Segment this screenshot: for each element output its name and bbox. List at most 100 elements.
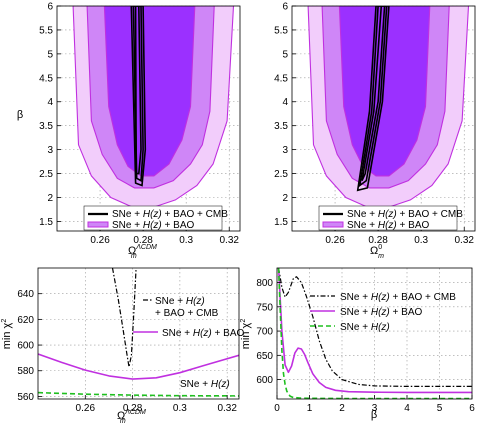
series-line xyxy=(277,268,472,394)
legend-item-cmb-p4: SNe + H(z) + BAO + CMB xyxy=(340,292,456,303)
x-tick-label: 0.26 xyxy=(90,235,110,246)
y-tick-label: 4.5 xyxy=(39,73,53,84)
legend-item-cmb-p1: SNe + H(z) + BAO + CMB xyxy=(112,209,228,220)
axes-frame-p2 xyxy=(291,5,476,232)
curves-p3 xyxy=(38,268,239,397)
y-tick-label: 650 xyxy=(256,351,273,362)
contour-cmb-1sigma xyxy=(361,6,386,182)
legend-item-bao-p2: SNe + H(z) + BAO xyxy=(347,220,429,231)
legend-swatch-bao-p2 xyxy=(322,221,344,228)
x-tick-label: 0.3 xyxy=(179,235,193,246)
legend-p1: SNe + H(z) + BAO + CMB SNe + H(z) + BAO xyxy=(83,205,228,231)
ticks-p3: 0.26 0.28 0.3 0.32 560 580 600 620 640 xyxy=(17,289,237,414)
x-axis-label-p4: β xyxy=(371,409,377,421)
y-tick-label: 5.5 xyxy=(39,25,53,36)
y-tick-label: 560 xyxy=(17,392,34,403)
contour-bao-1sigma xyxy=(338,6,431,177)
annotation-cmb-line1-p3: SNe + H(z) xyxy=(155,296,205,307)
x-tick-label: 0.28 xyxy=(133,235,153,246)
y-axis-label-p4: min χ2 xyxy=(240,319,252,350)
panel-top-right-contour: 0.26 0.28 0.3 0.32 1.5 2 2.5 3 3.5 4 4.5 5 5.5 6 SNe … xyxy=(274,2,476,260)
x-tick-label: 0.3 xyxy=(173,403,187,414)
y-tick-label: 800 xyxy=(256,278,273,289)
x-tick-label: 0.28 xyxy=(123,403,143,414)
y-tick-label: 1.5 xyxy=(39,217,53,228)
panel-bottom-left-chi2: 0.26 0.28 0.3 0.32 560 580 600 620 640 SNe + H(z… xyxy=(1,267,244,425)
annotation-snh-p3: SNe + H(z) xyxy=(180,379,230,390)
y-axis-label-p1: β xyxy=(17,109,23,121)
contours-p2 xyxy=(307,6,470,208)
x-tick-label: 0.32 xyxy=(220,235,240,246)
y-tick-label: 3 xyxy=(47,145,53,156)
y-tick-label: 6 xyxy=(282,2,288,13)
contour-cmb-2sigma xyxy=(358,6,388,188)
y-tick-label: 4 xyxy=(47,97,53,108)
x-axis-label-p3: ΩΛCDM m xyxy=(117,409,146,425)
curves-p4 xyxy=(277,268,472,399)
contour-cmb-2sigma xyxy=(132,6,144,183)
x-tick-label: 3 xyxy=(372,403,378,414)
y-tick-label: 600 xyxy=(256,375,273,386)
legend-item-cmb-p2: SNe + H(z) + BAO + CMB xyxy=(347,209,463,220)
contours-p1 xyxy=(72,6,235,208)
contour-cmb-3sigma xyxy=(130,6,147,187)
annotation-cmb-line2-p3: + BAO + CMB xyxy=(155,308,219,319)
x-tick-label: 1 xyxy=(307,403,313,414)
y-tick-label: 3.5 xyxy=(39,121,53,132)
series-line xyxy=(278,268,472,387)
y-tick-label: 2 xyxy=(282,193,288,204)
x-tick-label: 6 xyxy=(469,403,475,414)
y-tick-label: 700 xyxy=(256,327,273,338)
panel-top-left-contour: 0.26 0.28 0.3 0.32 1.5 2 2.5 3 3.5 4 4.5 5 5.5 6 SNe … xyxy=(17,2,241,260)
x-tick-label: 0.3 xyxy=(414,235,428,246)
legend-item-bao-p4: SNe + H(z) + BAO xyxy=(340,307,422,318)
series-line xyxy=(111,268,137,368)
panel-bottom-right-chi2: 0 1 2 3 4 5 6 600 650 700 750 800 SNe + H(z) + BAO … xyxy=(240,267,475,421)
y-tick-label: 2 xyxy=(47,193,53,204)
series-line xyxy=(38,391,239,397)
series-line xyxy=(277,268,472,399)
x-tick-label: 5 xyxy=(437,403,443,414)
axes-frame-p1 xyxy=(56,5,241,232)
y-tick-label: 620 xyxy=(17,315,34,326)
y-tick-label: 580 xyxy=(17,366,34,377)
y-tick-label: 750 xyxy=(256,302,273,313)
x-tick-label: 0.26 xyxy=(76,403,96,414)
y-tick-label: 5 xyxy=(47,49,53,60)
legend-item-snh-p4: SNe + H(z) xyxy=(340,322,390,333)
legend-p2: SNe + H(z) + BAO + CMB SNe + H(z) + BAO xyxy=(318,205,463,231)
ticks-p1: 0.26 0.28 0.3 0.32 1.5 2 2.5 3 3.5 4 4.5 5 5.5 6 xyxy=(39,2,239,247)
axes-frame-p3 xyxy=(37,267,240,400)
y-axis-label-p3: min χ2 xyxy=(1,319,13,350)
x-tick-label: 0.28 xyxy=(368,235,388,246)
y-tick-label: 3.5 xyxy=(274,121,288,132)
contour-bao-1sigma xyxy=(103,6,196,177)
x-tick-label: 4 xyxy=(404,403,410,414)
contour-cmb-3sigma xyxy=(356,6,390,192)
legend-swatch-bao-p1 xyxy=(87,221,109,228)
annotation-bao-p3: SNe + H(z) + BAO xyxy=(162,328,244,339)
y-tick-label: 640 xyxy=(17,289,34,300)
y-tick-label: 5.5 xyxy=(274,25,288,36)
x-tick-label: 0.32 xyxy=(217,403,237,414)
x-tick-label: 0.32 xyxy=(455,235,475,246)
ticks-p4: 0 1 2 3 4 5 6 600 650 700 750 800 xyxy=(256,278,475,414)
y-tick-label: 6 xyxy=(47,2,53,13)
x-tick-label: 0 xyxy=(274,403,280,414)
y-tick-label: 3 xyxy=(282,145,288,156)
grid-p4 xyxy=(276,268,473,399)
legend-item-bao-p1: SNe + H(z) + BAO xyxy=(112,220,194,231)
series-line xyxy=(38,353,239,380)
y-tick-label: 5 xyxy=(282,49,288,60)
ticks-p2: 0.26 0.28 0.3 0.32 1.5 2 2.5 3 3.5 4 4.5 5 5.5 6 xyxy=(274,2,474,247)
y-tick-label: 4.5 xyxy=(274,73,288,84)
x-axis-label-p1: ΩΛCDM m xyxy=(128,244,157,260)
y-tick-label: 600 xyxy=(17,341,34,352)
x-tick-label: 0.26 xyxy=(325,235,345,246)
y-tick-label: 2.5 xyxy=(274,169,288,180)
x-axis-label-p2: Ω0 m xyxy=(370,244,384,260)
x-tick-label: 2 xyxy=(339,403,345,414)
y-tick-label: 4 xyxy=(282,97,288,108)
y-tick-label: 1.5 xyxy=(274,217,288,228)
